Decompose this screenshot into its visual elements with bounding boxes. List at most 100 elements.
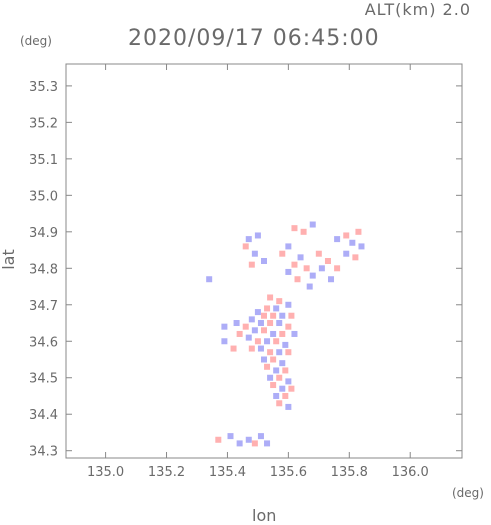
data-point bbox=[291, 225, 298, 232]
data-point bbox=[242, 243, 249, 250]
data-point bbox=[309, 221, 316, 228]
data-point bbox=[264, 440, 271, 447]
data-point bbox=[267, 374, 274, 381]
data-point bbox=[248, 261, 255, 268]
data-point bbox=[257, 345, 264, 352]
data-point bbox=[343, 250, 350, 257]
data-point bbox=[251, 327, 258, 334]
data-point bbox=[276, 298, 283, 305]
data-point bbox=[285, 268, 292, 275]
data-point bbox=[254, 232, 261, 239]
data-point bbox=[285, 323, 292, 330]
data-point bbox=[206, 276, 213, 283]
x-ticks: 135.0 135.2 135.4 135.6 135.8 136.0 bbox=[87, 64, 429, 480]
data-point bbox=[352, 254, 359, 261]
data-point bbox=[276, 320, 283, 327]
data-point bbox=[300, 228, 307, 235]
data-point bbox=[254, 309, 261, 316]
data-point bbox=[230, 345, 237, 352]
data-point bbox=[282, 341, 289, 348]
data-point bbox=[273, 367, 280, 374]
data-point bbox=[358, 243, 365, 250]
data-point bbox=[267, 320, 274, 327]
data-point bbox=[273, 305, 280, 312]
y-tick-label: 34.8 bbox=[29, 262, 58, 277]
data-point bbox=[279, 312, 286, 319]
data-point bbox=[233, 320, 240, 327]
data-point bbox=[273, 392, 280, 399]
y-tick-label: 35.3 bbox=[29, 80, 58, 95]
x-tick-label: 135.8 bbox=[331, 465, 368, 480]
data-point bbox=[221, 338, 228, 345]
data-point bbox=[270, 330, 277, 337]
data-point bbox=[279, 250, 286, 257]
data-point bbox=[257, 320, 264, 327]
data-point bbox=[267, 349, 274, 356]
data-point bbox=[254, 338, 261, 345]
data-point bbox=[309, 272, 316, 279]
data-point bbox=[264, 305, 271, 312]
data-point bbox=[318, 265, 325, 272]
x-unit-label: (deg) bbox=[452, 486, 484, 500]
x-axis-label: lon bbox=[252, 506, 277, 525]
data-point bbox=[282, 392, 289, 399]
data-marks bbox=[206, 221, 365, 447]
data-point bbox=[261, 327, 267, 334]
data-point bbox=[276, 349, 283, 356]
data-point bbox=[257, 433, 264, 440]
x-tick-label: 135.2 bbox=[148, 465, 185, 480]
data-point bbox=[297, 254, 304, 261]
x-tick-label: 135.0 bbox=[87, 465, 124, 480]
data-point bbox=[251, 250, 258, 257]
data-point bbox=[248, 316, 255, 323]
data-point bbox=[291, 330, 298, 337]
data-point bbox=[276, 374, 283, 381]
y-unit-label: (deg) bbox=[20, 34, 52, 48]
data-point bbox=[355, 228, 362, 235]
data-point bbox=[248, 345, 255, 352]
y-tick-label: 35.2 bbox=[29, 116, 58, 131]
y-ticks: 34.3 34.4 34.5 34.6 34.7 34.8 34.9 35.0 35.1 35.2… bbox=[29, 80, 462, 460]
data-point bbox=[279, 360, 286, 367]
data-point bbox=[349, 239, 356, 246]
data-point bbox=[282, 367, 289, 374]
data-point bbox=[236, 330, 243, 337]
data-point bbox=[315, 250, 322, 257]
data-point bbox=[294, 276, 301, 283]
data-point bbox=[270, 382, 277, 389]
data-point bbox=[261, 258, 267, 264]
data-point bbox=[273, 338, 280, 345]
plot-frame bbox=[65, 63, 463, 459]
x-tick-label: 135.4 bbox=[209, 465, 246, 480]
data-point bbox=[285, 349, 292, 356]
data-point bbox=[264, 363, 271, 370]
data-point bbox=[324, 258, 331, 264]
y-tick-label: 35.1 bbox=[29, 153, 58, 168]
data-point bbox=[245, 436, 252, 443]
data-point bbox=[267, 294, 274, 301]
data-point bbox=[306, 283, 313, 290]
y-tick-label: 34.3 bbox=[29, 445, 58, 460]
x-tick-label: 136.0 bbox=[392, 465, 429, 480]
data-point bbox=[245, 236, 252, 243]
data-point bbox=[291, 261, 298, 268]
data-point bbox=[242, 323, 249, 330]
data-point bbox=[334, 236, 341, 243]
data-point bbox=[261, 312, 267, 319]
data-point bbox=[236, 440, 243, 447]
y-tick-label: 34.7 bbox=[29, 299, 58, 314]
data-point bbox=[279, 385, 286, 392]
x-tick-label: 135.6 bbox=[270, 465, 307, 480]
data-point bbox=[303, 265, 310, 272]
data-point bbox=[328, 276, 335, 283]
data-point bbox=[276, 400, 283, 407]
data-point bbox=[343, 232, 350, 239]
data-point bbox=[270, 356, 277, 363]
y-tick-label: 34.4 bbox=[29, 408, 58, 423]
data-point bbox=[288, 312, 295, 319]
data-point bbox=[227, 433, 234, 440]
y-tick-label: 35.0 bbox=[29, 189, 58, 204]
altitude-label: ALT(km) 2.0 bbox=[364, 0, 471, 19]
data-point bbox=[264, 338, 271, 345]
